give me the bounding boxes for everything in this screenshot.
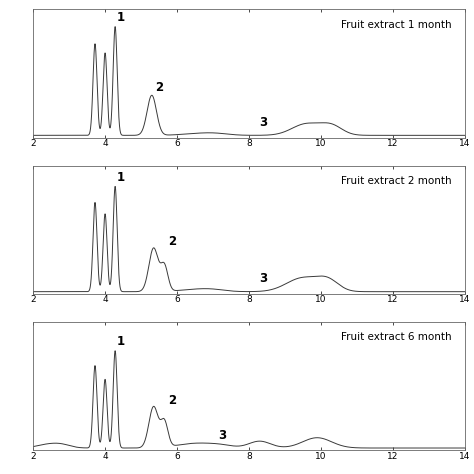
Text: 2: 2: [168, 394, 176, 407]
Text: 3: 3: [260, 116, 268, 129]
Text: 1: 1: [117, 11, 125, 24]
Text: 2: 2: [168, 235, 176, 248]
Text: 1: 1: [117, 171, 125, 184]
Text: Fruit extract 2 month: Fruit extract 2 month: [341, 176, 452, 186]
Text: 1: 1: [117, 336, 125, 348]
Text: 3: 3: [260, 273, 268, 285]
Text: 3: 3: [219, 428, 227, 442]
Text: 2: 2: [155, 81, 164, 94]
Text: Fruit extract 6 month: Fruit extract 6 month: [341, 332, 452, 342]
Text: Fruit extract 1 month: Fruit extract 1 month: [341, 20, 452, 30]
